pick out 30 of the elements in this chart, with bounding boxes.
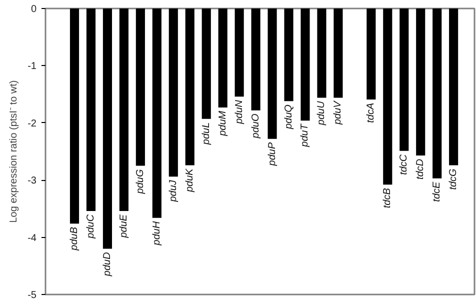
x-tick-label: pduB [69,226,80,252]
x-tick-label: tdcG [448,168,460,190]
x-tick-label: pduP [266,142,278,167]
y-tick-label: -3 [28,176,37,187]
x-tick-label: pduO [250,114,262,140]
x-tick-label: pduJ [168,179,179,203]
x-tick-label: pduD [102,252,113,278]
x-tick-label: pduH [151,220,162,246]
y-tick-label: -4 [28,232,37,244]
y-tick-label: -5 [28,290,37,300]
x-tick-label: pduG [134,169,146,195]
x-tick-label: pduU [316,100,328,126]
x-tick-label: tdcD [415,158,426,180]
y-axis-title: Log expression ratio (ptsI⁻ to wt) [8,80,20,223]
x-tick-label: pduE [118,214,130,239]
x-tick-label: tdcA [366,102,377,123]
y-tick-label: 0 [30,4,37,15]
x-tick-label: pduQ [283,104,294,130]
x-tick-label: tdcB [382,188,394,208]
x-tick-label: pduT [300,123,311,148]
y-tick-label: -2 [28,118,37,130]
x-tick-label: pduL [200,122,212,146]
x-tick-label: tdcE [432,181,443,202]
x-tick-label: tdcC [398,154,410,175]
x-tick-label: pduN [234,99,245,125]
y-tick-label: -1 [28,61,37,72]
x-tick-label: pduV [332,100,344,126]
x-tick-label: pduC [85,214,96,240]
x-tick-label: pduM [217,110,228,137]
x-tick-label: pduK [184,167,196,194]
